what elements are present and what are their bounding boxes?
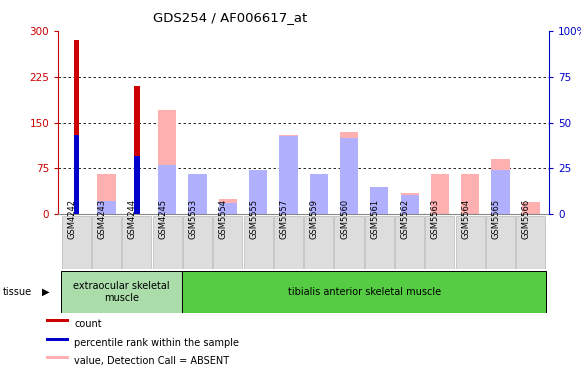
- Bar: [370, 190, 389, 214]
- Text: ▶: ▶: [42, 287, 49, 297]
- Bar: [92, 216, 121, 269]
- Bar: [158, 165, 176, 214]
- Text: count: count: [74, 320, 102, 329]
- Bar: [153, 216, 182, 269]
- Text: GSM5553: GSM5553: [188, 198, 198, 239]
- Text: GSM5565: GSM5565: [492, 198, 501, 239]
- Bar: [335, 216, 364, 269]
- Bar: [61, 271, 182, 313]
- Bar: [218, 199, 237, 214]
- Bar: [249, 170, 267, 214]
- Bar: [182, 271, 546, 313]
- Text: GSM5559: GSM5559: [310, 199, 319, 239]
- Bar: [425, 216, 454, 269]
- Bar: [517, 216, 546, 269]
- Text: GDS254 / AF006617_at: GDS254 / AF006617_at: [153, 11, 307, 24]
- Bar: [243, 216, 272, 269]
- Bar: [62, 216, 91, 269]
- Bar: [46, 356, 69, 359]
- Bar: [340, 132, 358, 214]
- Bar: [134, 86, 139, 214]
- Bar: [310, 175, 328, 214]
- Text: extraocular skeletal
muscle: extraocular skeletal muscle: [73, 281, 170, 303]
- Text: GSM5563: GSM5563: [431, 198, 440, 239]
- Bar: [370, 187, 389, 214]
- Bar: [218, 203, 237, 214]
- Text: GSM5554: GSM5554: [219, 199, 228, 239]
- Bar: [304, 216, 333, 269]
- Bar: [395, 216, 424, 269]
- Bar: [123, 216, 152, 269]
- Text: GSM5562: GSM5562: [401, 198, 410, 239]
- Bar: [486, 216, 515, 269]
- Bar: [213, 216, 242, 269]
- Text: GSM4245: GSM4245: [158, 199, 167, 239]
- Bar: [310, 175, 328, 214]
- Text: GSM5557: GSM5557: [279, 198, 288, 239]
- Bar: [400, 193, 419, 214]
- Text: percentile rank within the sample: percentile rank within the sample: [74, 338, 239, 348]
- Bar: [183, 216, 212, 269]
- Bar: [365, 216, 394, 269]
- Bar: [46, 338, 69, 341]
- Text: GSM4242: GSM4242: [67, 199, 76, 239]
- Bar: [188, 175, 207, 214]
- Bar: [461, 175, 479, 214]
- Bar: [279, 135, 297, 214]
- Bar: [456, 216, 485, 269]
- Text: GSM5555: GSM5555: [249, 199, 258, 239]
- Text: GSM4243: GSM4243: [98, 198, 106, 239]
- Text: GSM5561: GSM5561: [370, 198, 379, 239]
- Bar: [158, 111, 176, 214]
- Bar: [492, 170, 510, 214]
- Bar: [249, 175, 267, 214]
- Bar: [340, 138, 358, 214]
- Bar: [400, 195, 419, 214]
- Bar: [74, 40, 79, 214]
- Bar: [492, 159, 510, 214]
- Text: value, Detection Call = ABSENT: value, Detection Call = ABSENT: [74, 356, 229, 366]
- Bar: [279, 136, 297, 214]
- Bar: [134, 156, 139, 214]
- Bar: [431, 175, 449, 214]
- Bar: [98, 201, 116, 214]
- Text: GSM5560: GSM5560: [340, 198, 349, 239]
- Bar: [522, 202, 540, 214]
- Text: tissue: tissue: [3, 287, 32, 297]
- Bar: [74, 135, 79, 214]
- Bar: [98, 175, 116, 214]
- Text: tibialis anterior skeletal muscle: tibialis anterior skeletal muscle: [288, 287, 441, 297]
- Bar: [188, 175, 207, 214]
- Bar: [46, 319, 69, 322]
- Text: GSM5564: GSM5564: [461, 198, 470, 239]
- Text: GSM5566: GSM5566: [522, 198, 531, 239]
- Text: GSM4244: GSM4244: [128, 199, 137, 239]
- Bar: [274, 216, 303, 269]
